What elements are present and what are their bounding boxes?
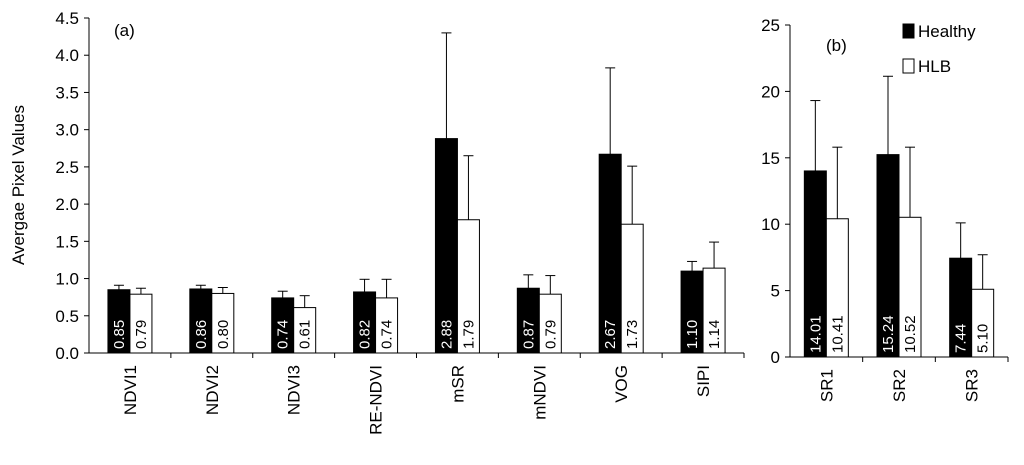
data-label: 0.86 [193,320,210,349]
data-label: 5.10 [975,324,992,353]
y-tick-label: 20 [761,82,780,101]
y-tick-label: 0.0 [55,344,79,363]
data-label: 0.85 [111,320,128,349]
y-ticks-b: 0 5 10 15 20 25 [761,16,790,367]
category-label: NDVI3 [285,365,304,415]
data-label: 0.80 [215,320,232,349]
legend: Healthy HLB [902,22,976,76]
y-tick-label: 1.0 [55,270,79,289]
legend-label-hlb: HLB [918,57,951,76]
category-label: mNDVI [530,365,549,420]
category-labels-b: SR1 SR2 SR3 [817,357,1009,402]
data-label: 1.14 [706,320,723,349]
y-axis-label-a: Avergae Pixel Values [9,105,28,265]
data-label: 0.61 [297,320,314,349]
y-tick-label: 0 [771,348,780,367]
data-label: 0.74 [379,320,396,349]
y-tick-label: 4.5 [55,9,79,28]
data-label: 15.24 [880,315,897,353]
category-label: NDVI1 [121,365,140,415]
category-label: VOG [612,365,631,403]
category-label: SIPI [694,365,713,397]
y-tick-label: 5 [771,282,780,301]
data-label: 10.52 [902,315,919,353]
y-ticks-a: 0.0 0.5 1.0 1.5 2.0 2.5 3.0 3.5 4.0 4.5 [55,9,89,363]
y-tick-label: 3.5 [55,83,79,102]
y-tick-label: 25 [761,16,780,35]
y-tick-label: 1.5 [55,232,79,251]
data-label: 10.41 [829,315,846,353]
category-label: SR1 [817,369,836,402]
category-label: mSR [448,365,467,403]
data-label: 2.88 [438,320,455,349]
data-label: 0.79 [133,320,150,349]
legend-swatch-hlb [902,58,915,74]
y-tick-label: 0.5 [55,307,79,326]
data-label: 0.74 [275,320,292,349]
bars-a: 0.85 0.79 0.86 0.80 0.74 0.61 0.82 0.74 2.88 1.79… [107,32,726,354]
data-label: 1.73 [624,320,641,349]
legend-swatch-healthy [902,23,915,39]
category-label: RE-NDVI [367,365,386,435]
data-label: 0.82 [357,320,374,349]
data-label: 7.44 [953,324,970,353]
y-tick-label: 15 [761,149,780,168]
y-tick-label: 3.0 [55,121,79,140]
chart-panel-a: Avergae Pixel Values (a) 0.0 0.5 1.0 1.5 2.0… [9,9,745,435]
category-label: SR3 [963,369,982,402]
panel-label-b: (b) [826,36,847,55]
legend-label-healthy: Healthy [918,22,976,41]
data-label: 2.67 [602,320,619,349]
data-label: 14.01 [807,315,824,353]
panel-label-a: (a) [114,21,135,40]
data-label: 0.79 [542,320,559,349]
data-label: 1.79 [460,320,477,349]
category-labels-a: NDVI1 NDVI2 NDVI3 RE-NDVI mSR mNDVI VOG SIPI [121,353,745,435]
y-tick-label: 2.0 [55,195,79,214]
category-label: NDVI2 [203,365,222,415]
y-tick-label: 4.0 [55,46,79,65]
y-tick-label: 2.5 [55,158,79,177]
bars-b: 14.01 10.41 15.24 10.52 7.44 5.10 [803,75,995,358]
y-tick-label: 10 [761,215,780,234]
data-label: 0.87 [520,320,537,349]
category-label: SR2 [890,369,909,402]
data-label: 1.10 [684,320,701,349]
chart-panel-b: (b) 0 5 10 15 20 25 14.01 10.41 15.24 10.52 7.44 5… [761,16,1009,402]
